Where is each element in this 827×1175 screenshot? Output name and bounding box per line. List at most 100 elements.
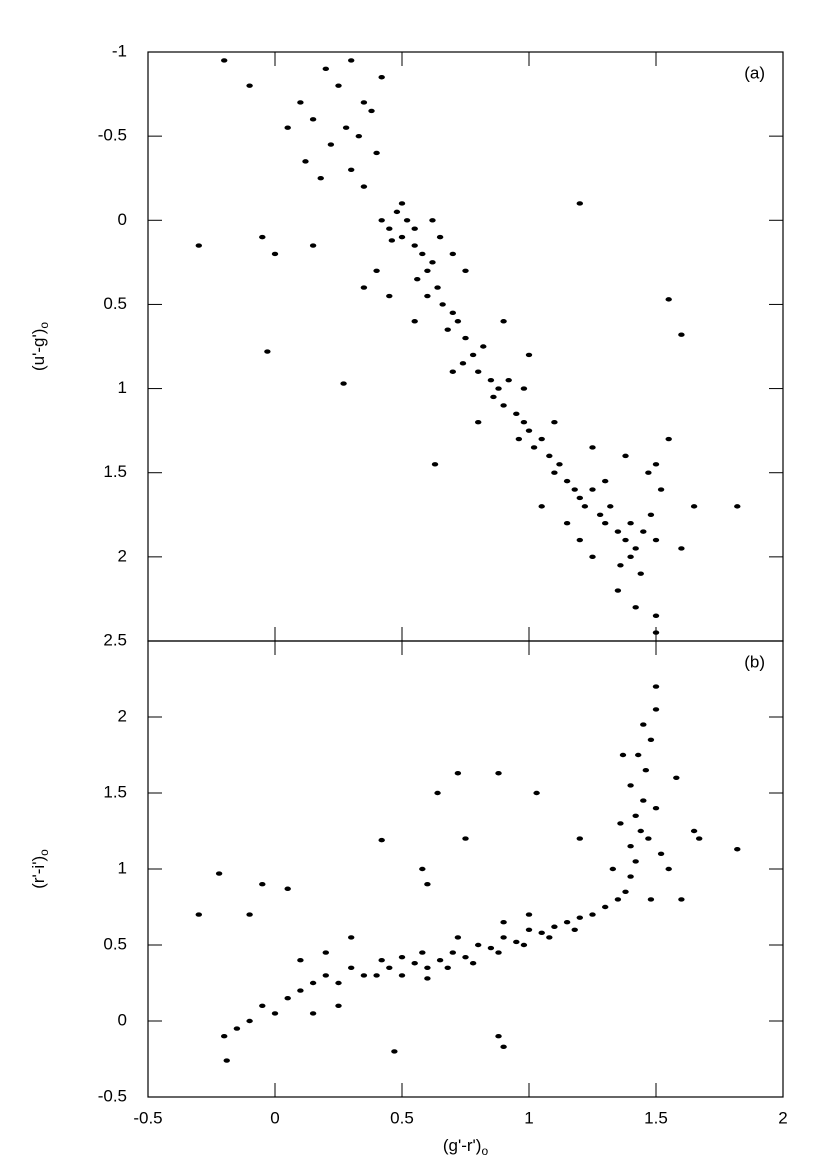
point — [678, 332, 685, 337]
point — [546, 935, 553, 940]
point — [538, 930, 545, 936]
y-label-main: (u'-g') — [29, 329, 48, 371]
point — [411, 961, 418, 966]
point — [454, 935, 462, 940]
point — [429, 260, 436, 265]
point — [622, 453, 629, 459]
point — [271, 251, 279, 257]
y-tick-label: -0.5 — [98, 1086, 127, 1105]
point — [652, 806, 660, 811]
point — [609, 866, 617, 872]
point — [619, 752, 627, 758]
point — [695, 836, 703, 841]
point — [368, 108, 375, 114]
point — [640, 722, 647, 727]
point — [436, 234, 444, 240]
point — [360, 184, 368, 189]
point — [576, 495, 583, 501]
point — [563, 920, 571, 925]
point — [386, 226, 393, 231]
panel-b-frame — [147, 640, 784, 1098]
point — [538, 436, 545, 442]
point — [602, 904, 609, 910]
point — [576, 836, 583, 841]
point — [335, 1003, 342, 1008]
point — [424, 882, 431, 887]
point — [622, 889, 629, 894]
point — [665, 297, 672, 302]
point — [513, 939, 520, 945]
point — [436, 958, 444, 963]
point — [348, 965, 355, 970]
point — [525, 927, 533, 932]
point — [657, 487, 665, 492]
point — [386, 965, 393, 970]
point — [246, 912, 253, 917]
point — [627, 874, 634, 879]
point — [632, 859, 639, 864]
point — [487, 377, 495, 383]
point — [533, 790, 540, 796]
point — [563, 478, 571, 484]
point — [284, 996, 291, 1001]
point — [589, 445, 596, 450]
point — [645, 836, 652, 841]
point — [617, 821, 624, 826]
y-label: (u'-g')o — [29, 322, 51, 371]
point — [495, 386, 502, 391]
point — [434, 790, 441, 796]
x-label-sub: o — [481, 1144, 488, 1158]
point — [657, 851, 665, 856]
point — [429, 218, 436, 223]
point — [309, 117, 317, 122]
point — [233, 1026, 241, 1031]
point — [602, 478, 609, 484]
point — [327, 142, 335, 147]
point — [576, 537, 583, 543]
y-tick-label: -1 — [112, 41, 127, 60]
point — [500, 319, 507, 324]
panel-label: (b) — [744, 652, 765, 671]
point — [246, 1018, 253, 1024]
point — [538, 504, 545, 509]
point — [546, 453, 553, 459]
point — [652, 613, 660, 618]
point — [454, 319, 462, 324]
point — [495, 771, 502, 776]
point — [678, 897, 685, 902]
y-label: (r'-i')o — [29, 849, 51, 889]
point — [449, 251, 456, 257]
point — [373, 268, 380, 273]
point — [520, 942, 528, 948]
point — [475, 942, 482, 948]
point — [454, 771, 462, 776]
point — [665, 866, 672, 872]
point — [348, 58, 355, 63]
point — [632, 813, 639, 818]
point — [607, 504, 614, 509]
point — [342, 125, 350, 130]
point — [495, 950, 502, 955]
point — [571, 927, 578, 932]
x-tick-label: 1 — [524, 1108, 533, 1127]
point — [398, 973, 406, 978]
point — [360, 285, 368, 290]
point — [589, 487, 596, 492]
point — [322, 950, 329, 955]
panel-label: (a) — [744, 63, 765, 82]
point — [520, 420, 528, 425]
y-tick-label: 0.5 — [103, 934, 127, 953]
point — [632, 605, 639, 610]
point — [264, 349, 271, 354]
point — [414, 276, 421, 282]
point — [480, 344, 487, 349]
point — [259, 234, 266, 240]
point — [475, 369, 482, 374]
point — [444, 327, 451, 332]
point — [678, 546, 685, 551]
y-tick-label: 2 — [118, 546, 127, 565]
point — [411, 319, 418, 324]
point — [614, 588, 622, 593]
point — [431, 462, 439, 467]
